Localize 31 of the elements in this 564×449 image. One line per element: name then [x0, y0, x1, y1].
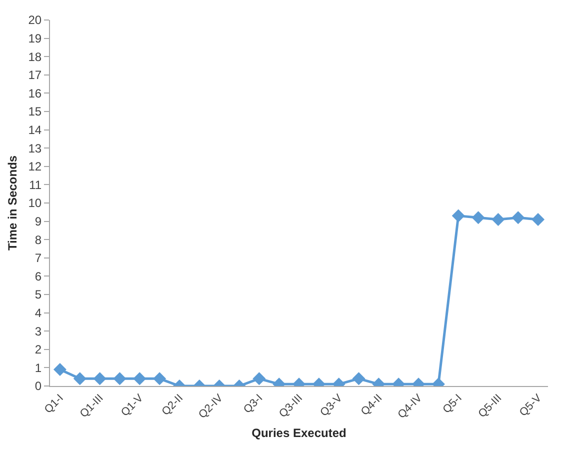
y-tick-label: 14: [28, 123, 42, 137]
point: [492, 212, 505, 226]
y-tick-label: 3: [34, 324, 42, 338]
x-tick-label: Q1-I: [42, 392, 66, 416]
y-tick-label: 12: [28, 160, 42, 174]
y-tick-label: 17: [28, 68, 42, 82]
y-tick-label: 6: [34, 269, 42, 284]
y-tick-label: 11: [29, 178, 42, 192]
y-tick-label: 1: [34, 360, 42, 375]
point: [532, 212, 545, 226]
y-tick-label: 10: [28, 196, 42, 210]
x-axis-title: Quries Executed: [252, 426, 346, 440]
y-tick-label: 15: [28, 104, 42, 119]
y-tick-label: 18: [28, 50, 42, 64]
y-tick-label: 20: [28, 13, 42, 28]
y-tick-label: 19: [28, 32, 42, 46]
point: [512, 211, 525, 224]
y-axis-title: Time in Seconds: [6, 155, 20, 251]
y-tick-label: 2: [34, 342, 42, 357]
y-tick-label: 7: [34, 251, 42, 266]
x-tick-label: Q3-I: [242, 392, 266, 416]
y-tick-label: 16: [28, 86, 42, 100]
y-tick-label: 0: [34, 379, 42, 394]
point: [472, 211, 485, 224]
y-tick-label: 13: [28, 141, 42, 156]
y-tick-label: 9: [34, 214, 42, 228]
y-tick-label: 8: [34, 232, 42, 247]
y-tick-label: 5: [34, 288, 42, 302]
point: [452, 209, 465, 222]
x-tick-label: Q5-I: [440, 392, 464, 416]
y-tick-label: 4: [34, 306, 42, 320]
